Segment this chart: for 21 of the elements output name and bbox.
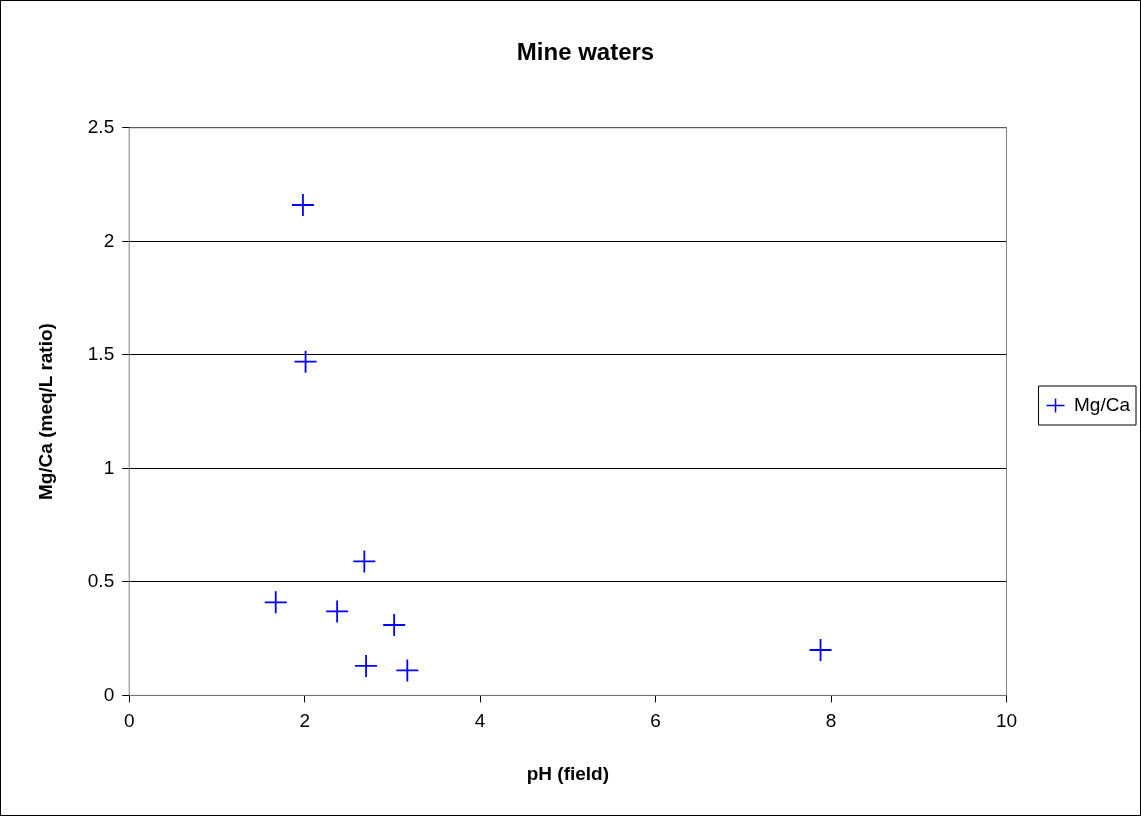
x-tick-label: 10 bbox=[995, 710, 1018, 732]
point bbox=[264, 591, 287, 614]
point bbox=[383, 614, 406, 637]
y-tick-label: 0.5 bbox=[87, 570, 115, 592]
x-tick-label: 0 bbox=[123, 710, 135, 732]
point bbox=[355, 654, 378, 677]
y-axis-title: Mg/Ca (meq/L ratio) bbox=[34, 323, 56, 501]
x-tick-label: 6 bbox=[650, 710, 661, 732]
x-tick-label: 4 bbox=[474, 710, 486, 732]
legend-label: Mg/Ca bbox=[1074, 393, 1131, 415]
y-tick-label: 1 bbox=[103, 456, 115, 478]
x-tick-label: 2 bbox=[299, 710, 310, 732]
y-tick-label: 1.5 bbox=[87, 343, 115, 365]
y-tick-label: 0 bbox=[103, 683, 115, 705]
y-tick-label: 2.5 bbox=[87, 116, 115, 138]
x-tick-label: 8 bbox=[825, 710, 837, 732]
point bbox=[326, 600, 349, 623]
y-tick-label: 2 bbox=[103, 229, 115, 251]
x-axis-title: pH (field) bbox=[526, 762, 610, 784]
chart-title: Mine waters bbox=[516, 38, 655, 66]
point bbox=[291, 193, 314, 216]
